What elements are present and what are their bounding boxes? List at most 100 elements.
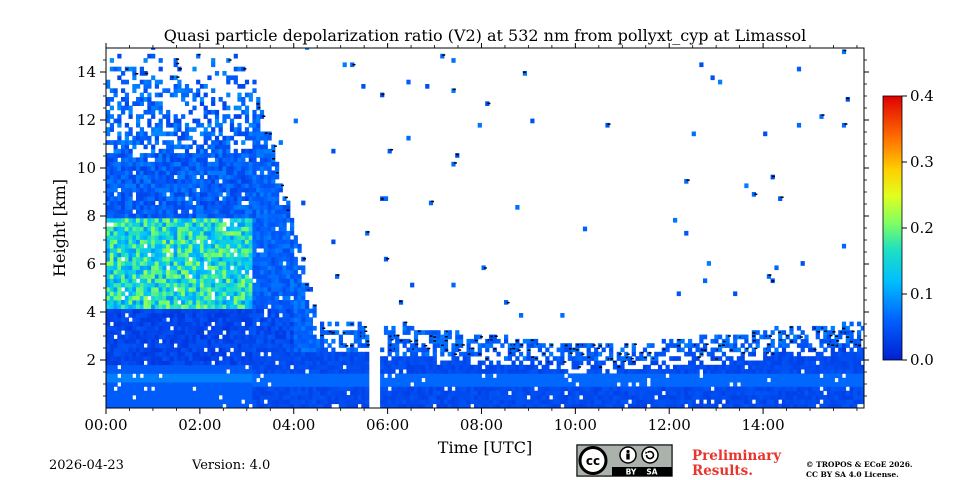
heat-cell bbox=[402, 364, 407, 370]
heat-cell bbox=[718, 386, 723, 392]
heat-cell bbox=[151, 235, 156, 240]
heat-cell bbox=[380, 399, 385, 405]
heat-cell bbox=[229, 300, 235, 305]
noise-speck bbox=[534, 357, 538, 360]
heat-cell bbox=[278, 334, 283, 340]
heat-cell bbox=[192, 356, 197, 361]
heat-cell bbox=[154, 205, 159, 210]
heat-cell bbox=[151, 187, 156, 193]
heat-cell bbox=[233, 360, 238, 366]
heat-cell bbox=[169, 187, 174, 193]
heat-cell bbox=[109, 351, 114, 357]
noise-speck bbox=[612, 360, 616, 363]
heat-cell bbox=[496, 386, 501, 392]
heat-cell bbox=[143, 166, 148, 171]
heat-cell bbox=[297, 403, 302, 408]
heat-cell bbox=[545, 382, 550, 387]
heat-cell bbox=[222, 269, 227, 275]
heat-cell bbox=[203, 304, 208, 309]
heat-cell bbox=[196, 291, 201, 297]
heat-cell bbox=[725, 364, 730, 370]
heat-cell bbox=[346, 351, 351, 357]
heat-cell bbox=[541, 343, 546, 348]
heat-cell bbox=[459, 403, 464, 408]
heat-cell bbox=[402, 395, 407, 400]
heat-cell bbox=[229, 364, 235, 370]
heat-cell bbox=[252, 127, 257, 132]
heat-cell bbox=[196, 144, 201, 150]
heat-cell bbox=[470, 364, 475, 370]
heat-cell bbox=[169, 261, 174, 266]
heat-cell bbox=[271, 157, 276, 163]
heat-cell bbox=[211, 369, 216, 374]
heat-cell bbox=[237, 187, 242, 193]
heat-cell bbox=[312, 347, 317, 353]
heat-cell bbox=[564, 347, 569, 353]
heat-cell bbox=[173, 243, 178, 249]
heat-cell bbox=[158, 351, 163, 357]
heat-cell bbox=[207, 122, 212, 128]
heat-cell bbox=[380, 377, 385, 383]
heat-cell bbox=[177, 205, 182, 210]
heat-cell bbox=[166, 200, 171, 206]
heat-cell bbox=[207, 399, 212, 405]
heat-cell bbox=[455, 399, 460, 405]
heat-cell bbox=[350, 390, 355, 396]
heat-cell bbox=[128, 403, 133, 408]
heat-cell bbox=[169, 256, 174, 262]
heat-cell bbox=[188, 192, 193, 197]
heat-cell bbox=[177, 291, 182, 297]
heat-cell bbox=[151, 183, 156, 189]
heat-cell bbox=[440, 364, 445, 370]
heat-cell bbox=[166, 269, 171, 275]
heat-cell bbox=[128, 217, 133, 223]
heat-cell bbox=[616, 395, 621, 400]
heat-cell bbox=[425, 377, 430, 383]
heat-cell bbox=[136, 200, 141, 206]
heat-cell bbox=[177, 325, 182, 331]
heat-cell bbox=[278, 230, 283, 236]
heat-cell bbox=[154, 127, 159, 132]
heat-cell bbox=[252, 226, 257, 232]
heat-cell bbox=[214, 265, 220, 271]
heat-cell bbox=[699, 390, 704, 396]
heat-cell bbox=[158, 217, 163, 223]
heat-cell bbox=[233, 235, 238, 240]
heat-cell bbox=[237, 174, 242, 180]
heat-cell bbox=[699, 399, 704, 405]
heat-cell bbox=[691, 386, 696, 392]
heat-cell bbox=[188, 217, 193, 223]
heat-cell bbox=[218, 157, 223, 163]
heat-cell bbox=[214, 157, 220, 163]
heat-cell bbox=[259, 135, 265, 141]
heat-cell bbox=[305, 343, 310, 348]
heat-cell bbox=[199, 230, 205, 236]
heat-cell bbox=[199, 382, 205, 387]
heat-cell bbox=[267, 239, 272, 245]
heat-cell bbox=[136, 390, 141, 396]
heat-cell bbox=[199, 403, 205, 408]
heat-cell bbox=[357, 338, 362, 344]
heat-cell bbox=[132, 377, 137, 383]
heat-cell bbox=[616, 356, 621, 361]
heat-cell bbox=[233, 148, 238, 154]
heat-cell bbox=[196, 248, 201, 253]
heat-cell bbox=[365, 364, 370, 370]
heat-cell bbox=[537, 390, 542, 396]
heat-cell bbox=[308, 287, 313, 292]
heat-cell bbox=[184, 183, 190, 189]
heat-cell bbox=[192, 325, 197, 331]
heat-cell bbox=[109, 114, 114, 119]
heat-cell bbox=[229, 209, 235, 214]
heat-cell bbox=[639, 351, 644, 357]
heat-cell bbox=[335, 377, 340, 383]
heat-cell bbox=[248, 395, 253, 400]
heat-cell bbox=[233, 192, 238, 197]
heat-cell bbox=[271, 196, 276, 201]
heat-cell bbox=[244, 192, 250, 197]
heat-cell bbox=[154, 382, 159, 387]
heat-cell bbox=[718, 364, 723, 370]
heat-cell bbox=[233, 386, 238, 392]
heat-cell bbox=[380, 347, 385, 353]
noise-speck bbox=[623, 360, 627, 362]
